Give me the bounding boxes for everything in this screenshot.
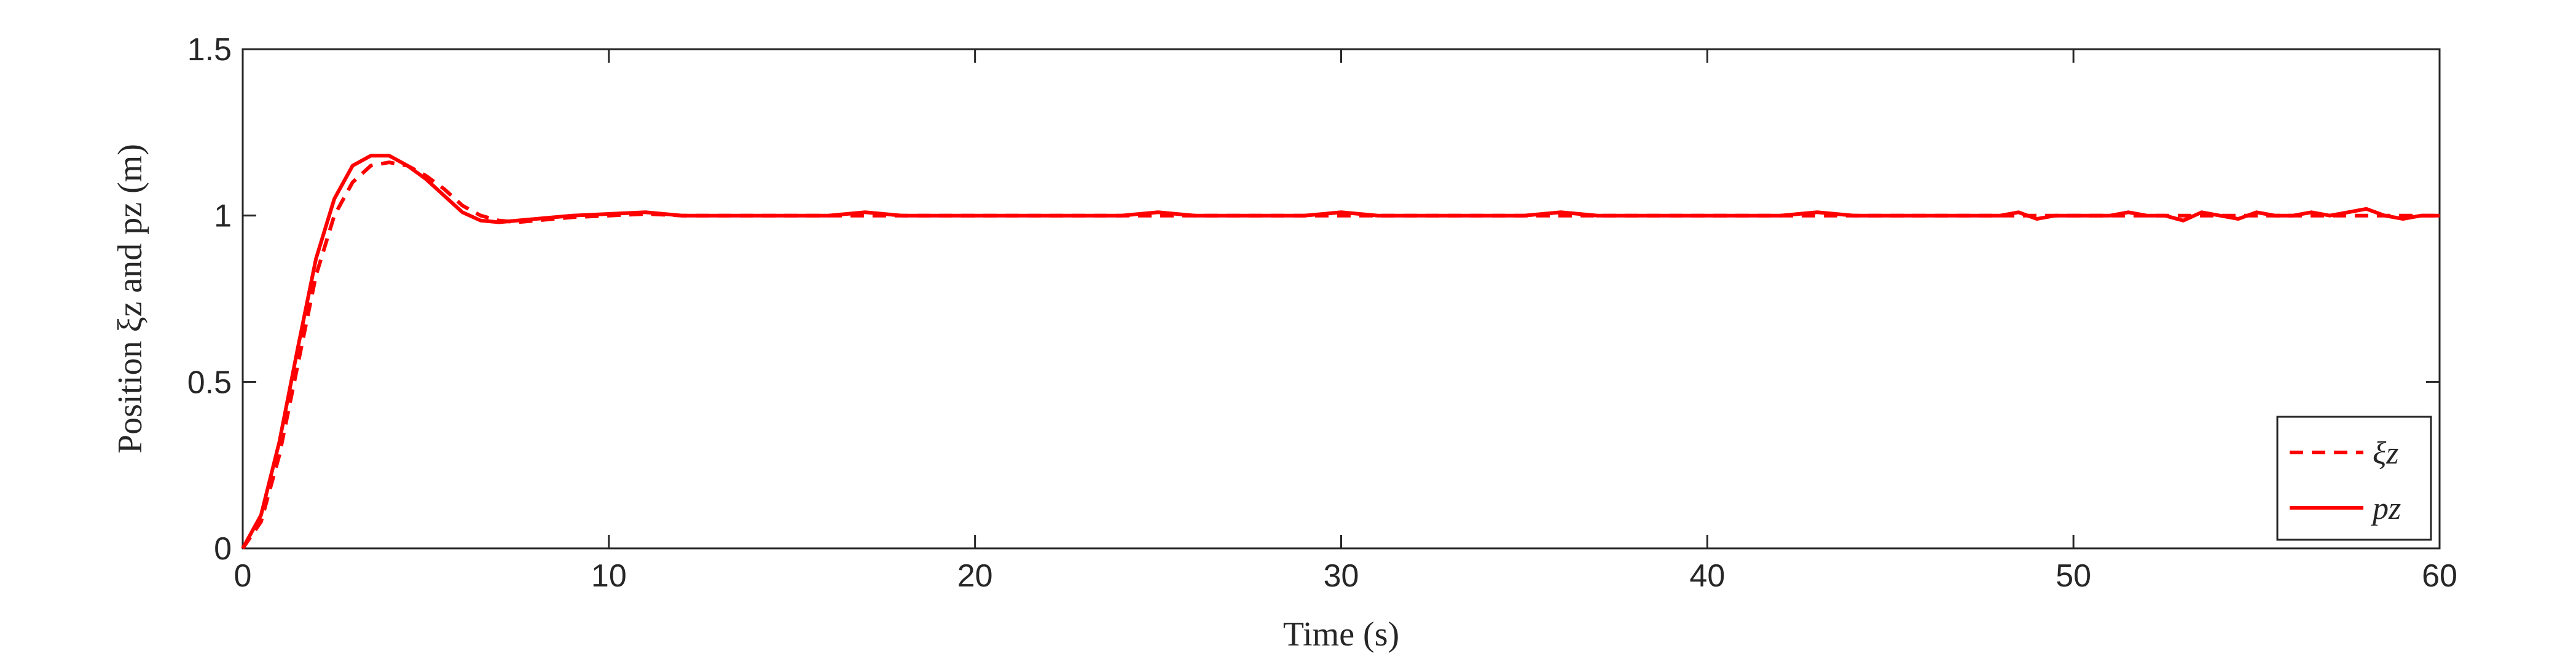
axes-box (242, 48, 2441, 550)
x-axis-label: Time (s) (1283, 615, 1399, 653)
legend: ξz pz (2276, 416, 2432, 541)
legend-label-p-z: pz (2370, 491, 2401, 526)
series-layer (241, 154, 2440, 550)
series-line-p-z (241, 154, 2440, 550)
y-tick-label: 0 (214, 531, 232, 567)
x-tick-label: 10 (591, 558, 627, 594)
x-tick-label: 50 (2056, 558, 2091, 594)
x-tick-label: 0 (234, 558, 252, 594)
y-tick-label: 0.5 (187, 365, 232, 400)
x-tick-label: 20 (957, 558, 993, 594)
y-axis-label: Position ξz and pz (m) (111, 144, 149, 454)
x-tick-label: 40 (1689, 558, 1725, 594)
x-tick-label: 30 (1324, 558, 1359, 594)
y-tick-label: 1 (214, 199, 232, 234)
y-tick-label: 1.5 (187, 32, 232, 68)
x-axis-ticks: 0 10 20 30 40 50 60 (234, 49, 2457, 594)
x-tick-label: 60 (2422, 558, 2457, 594)
y-axis-ticks: 0 0.5 1 1.5 (187, 32, 2440, 567)
legend-box (2276, 416, 2432, 541)
plot-area: 0 10 20 30 40 50 60 0 0.5 1 1.5 (187, 32, 2457, 594)
legend-label-xi-z: ξz (2373, 436, 2399, 471)
